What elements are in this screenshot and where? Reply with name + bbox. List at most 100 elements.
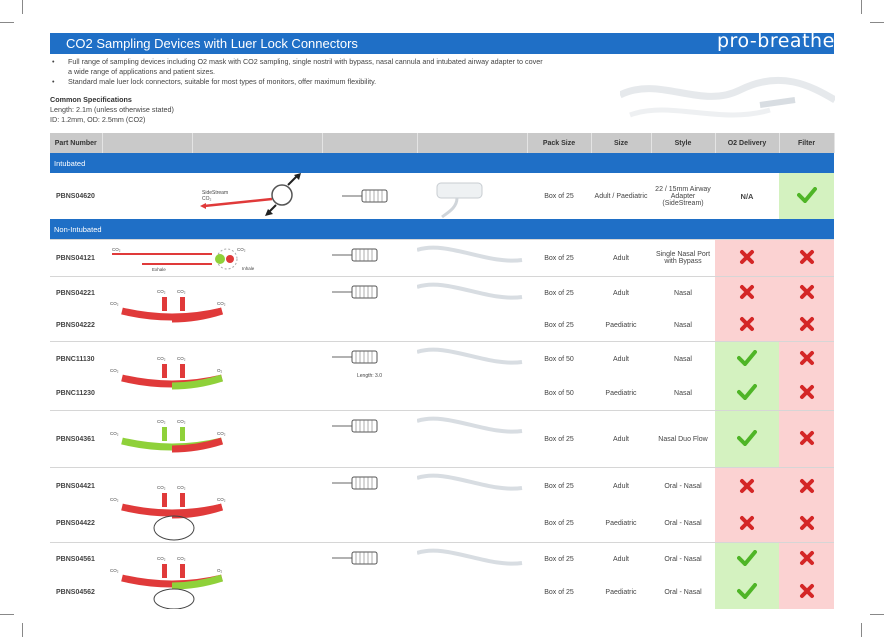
o2-delivery-cell (715, 505, 779, 543)
cannula-photo (417, 239, 527, 277)
size: Paediatric (605, 321, 637, 329)
size: Paediatric (605, 389, 637, 397)
crop-mark (861, 0, 862, 14)
check-icon (737, 550, 757, 567)
exhale-label: Exhale (152, 267, 166, 272)
part-number: PBNS04222 (56, 321, 95, 329)
pack-size: Box of 25 (544, 192, 574, 200)
o2-delivery-cell (715, 410, 779, 468)
co2-label: CO₂ (177, 356, 186, 361)
size: Adult (591, 467, 651, 505)
gas-label: O₂ (217, 568, 223, 573)
check-icon (737, 350, 757, 366)
cross-icon (799, 430, 815, 446)
cross-icon (799, 550, 815, 566)
size: Adult (591, 341, 651, 376)
filter-cell (779, 410, 834, 468)
co2-label: CO₂ (112, 247, 121, 252)
feature-item: Standard male luer lock connectors, suit… (50, 77, 590, 87)
style: Oral - Nasal (651, 541, 715, 576)
trademark-mark: ™ (834, 34, 842, 42)
size: Adult / Paediatric (594, 192, 648, 200)
luer-connector-image (322, 276, 417, 342)
o2-delivery: N/A (715, 173, 779, 219)
part-number: PBNS04361 (50, 410, 102, 468)
crop-mark (870, 22, 884, 23)
feature-item-continued: a wide range of applications and patient… (68, 67, 216, 76)
cannula-photo (417, 341, 527, 411)
section-header-intubated: Intubated (50, 153, 834, 173)
spec-line: Length: 2.1m (unless otherwise stated) (50, 105, 174, 114)
filter-cell (779, 276, 834, 309)
brand-name: pro-breathe (717, 30, 835, 52)
page-header: CO2 Sampling Devices with Luer Lock Conn… (50, 33, 834, 54)
column-header-style: Style (651, 133, 716, 153)
cannula-diagram: CO₂ CO₂ CO₂ CO₂ (102, 276, 322, 342)
cannula-photo (417, 542, 527, 609)
table-row: PBNS04620 SideStream CO₂ Box of 25 Adult… (50, 173, 834, 219)
co2-label: CO₂ (157, 485, 166, 490)
co2-label: CO₂ (177, 556, 186, 561)
co2-label: CO₂ (157, 556, 166, 561)
gas-label: O₂ (217, 368, 223, 373)
table-row: PBNC11230 Box of 50 Paediatric Nasal (50, 376, 834, 411)
cross-icon (799, 284, 815, 300)
column-header-size: Size (591, 133, 652, 153)
cannula-photo (417, 276, 527, 342)
o2-delivery-cell (715, 276, 779, 309)
column-header-part-number: Part Number (50, 133, 103, 153)
style: Nasal (674, 389, 692, 397)
column-header-blank (322, 133, 418, 153)
co2-label: CO₂ (157, 289, 166, 294)
column-header-pack-size: Pack Size (527, 133, 592, 153)
co2-label: CO₂ (157, 419, 166, 424)
length-note: Length: 3.0 (356, 373, 383, 379)
luer-connector-image (322, 542, 417, 609)
cannula-photo (417, 410, 527, 468)
style: Nasal (674, 321, 692, 329)
gas-label: CO₂ (217, 497, 226, 502)
filter-cell (779, 239, 834, 277)
style: Oral - Nasal (664, 520, 702, 527)
style: Oral - Nasal (664, 588, 702, 596)
cross-icon (739, 249, 755, 265)
common-specifications: Common Specifications Length: 2.1m (unle… (50, 95, 174, 125)
co2-label: CO₂ (110, 301, 119, 306)
section-header-non-intubated: Non-Intubated (50, 219, 834, 240)
pack-size: Box of 50 (544, 389, 574, 397)
table-row: PBNS04422 Box of 25 Paediatric Oral - Nasal (50, 505, 834, 543)
brand-logo: pro-breathe™ (717, 30, 841, 52)
product-table: Part Number Pack Size Size Style O2 Deli… (50, 133, 835, 609)
column-header-filter: Filter (779, 133, 835, 153)
luer-connector-image (322, 467, 417, 543)
inhale-label: Inhale (242, 266, 255, 271)
style: Single Nasal Port with Bypass (651, 239, 715, 277)
table-row: PBNS04222 Box of 25 Paediatric Nasal (50, 309, 834, 342)
part-number: PBNS04221 (50, 276, 102, 309)
o2-delivery-cell (715, 575, 779, 609)
o2-delivery-cell (715, 541, 779, 576)
section-label: Intubated (50, 153, 834, 173)
o2-delivery-na: N/A (740, 191, 754, 201)
crop-mark (0, 22, 14, 23)
check-icon (737, 430, 757, 446)
filter-cell (779, 467, 834, 505)
size: Adult (591, 410, 651, 468)
cross-icon (799, 316, 815, 332)
style: Nasal (651, 276, 715, 309)
cross-icon (739, 478, 755, 494)
crop-mark (0, 614, 14, 615)
table-row: PBNS04421 CO₂ CO₂ CO₂ CO₂ Box of 25 Adult Oral … (50, 467, 834, 543)
gas-label: CO₂ (217, 301, 226, 306)
cross-icon (739, 284, 755, 300)
cross-icon (799, 478, 815, 494)
column-header-blank (192, 133, 323, 153)
cross-icon (799, 350, 815, 366)
gas-label: CO₂ (217, 431, 226, 436)
table-row: PBNS04361 CO₂ CO₂ CO₂ CO₂ Box of 25 Adult Nasal… (50, 410, 834, 468)
cannula-diagram: CO₂ CO₂ CO₂ O₂ (102, 542, 322, 609)
column-header-o2-delivery: O2 Delivery (715, 133, 780, 153)
feature-item: Full range of sampling devices including… (50, 57, 590, 67)
o2-delivery-cell (715, 309, 779, 342)
co2-label: CO₂ (177, 419, 186, 424)
